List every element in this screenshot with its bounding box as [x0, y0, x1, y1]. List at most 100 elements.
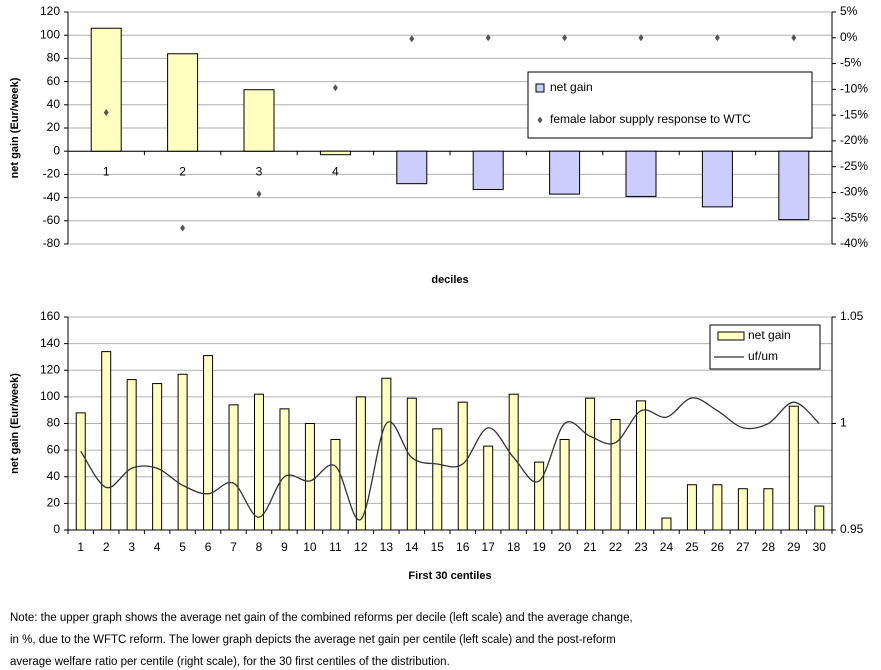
y-tick-label: 20: [47, 496, 61, 510]
marker: [638, 34, 644, 42]
x-tick-label: 21: [583, 540, 597, 554]
x-tick-label: 23: [634, 540, 648, 554]
y-tick-label: 80: [47, 51, 61, 65]
y2-tick-label: 1: [840, 416, 847, 430]
x-tick-label: 28: [762, 540, 776, 554]
x-tick-label: 17: [482, 540, 496, 554]
y-tick-label: -80: [43, 236, 61, 250]
x-tick-label: 25: [685, 540, 699, 554]
bar: [585, 397, 596, 531]
note-line: Note: the upper graph shows the average …: [10, 612, 633, 624]
x-tick-label: 12: [354, 540, 368, 554]
x-tick-label: 13: [380, 540, 394, 554]
bar: [701, 150, 733, 208]
bar: [712, 484, 723, 531]
marker: [180, 224, 186, 232]
bar: [625, 150, 657, 197]
legend-swatch: [535, 83, 545, 93]
bar: [90, 27, 122, 152]
x-tick-label: 19: [532, 540, 546, 554]
x-axis-title: deciles: [431, 274, 468, 286]
x-tick-label: 15: [431, 540, 445, 554]
bar: [126, 379, 137, 531]
x-tick-label: 14: [405, 540, 419, 554]
x-tick-label: 4: [332, 164, 339, 178]
x-tick-label: 18: [507, 540, 521, 554]
y-axis-title: net gain (Eur/week): [9, 77, 21, 178]
x-tick-label: 6: [205, 540, 212, 554]
legend-label: female labor supply response to WTC: [550, 112, 751, 126]
y2-tick-label: -15%: [840, 107, 868, 121]
y2-tick-label: -20%: [840, 133, 868, 147]
bar: [686, 484, 697, 531]
bar: [763, 488, 774, 531]
y-tick-label: 100: [40, 389, 60, 403]
bar: [534, 461, 545, 531]
x-tick-label: 3: [128, 540, 135, 554]
y-tick-label: -60: [43, 213, 61, 227]
y2-tick-label: 0%: [840, 30, 858, 44]
x-tick-label: 20: [558, 540, 572, 554]
x-tick-label: 26: [711, 540, 725, 554]
x-axis-title: First 30 centiles: [408, 570, 491, 582]
marker: [485, 34, 491, 42]
bar: [778, 150, 810, 221]
x-tick-label: 2: [179, 164, 186, 178]
x-tick-label: 4: [154, 540, 161, 554]
bar: [319, 150, 351, 156]
bar: [304, 423, 315, 531]
note-line: average welfare ratio per centile (right…: [10, 656, 450, 668]
bar: [483, 445, 494, 531]
x-tick-label: 24: [660, 540, 674, 554]
bar: [101, 351, 112, 531]
marker: [409, 35, 415, 43]
y-tick-label: 0: [53, 143, 60, 157]
bar: [432, 428, 443, 531]
bar: [279, 408, 290, 531]
legend-box: [527, 71, 813, 139]
x-tick-label: 10: [303, 540, 317, 554]
bar: [177, 373, 188, 531]
bar: [75, 412, 86, 531]
bar: [610, 419, 621, 531]
x-tick-label: 9: [281, 540, 288, 554]
marker: [256, 190, 262, 198]
bar: [396, 150, 428, 185]
bar: [814, 505, 825, 531]
bar: [203, 355, 214, 531]
note-line: in %, due to the WFTC reform. The lower …: [10, 634, 616, 646]
x-tick-label: 7: [230, 540, 237, 554]
line: [80, 397, 820, 521]
legend-label: net gain: [550, 80, 593, 94]
bar: [228, 404, 239, 531]
y-tick-label: 140: [40, 336, 60, 350]
y-tick-label: -20: [43, 167, 61, 181]
marker: [332, 84, 338, 92]
y2-tick-label: 1.05: [840, 309, 864, 323]
x-tick-label: 5: [179, 540, 186, 554]
x-tick-label: 27: [736, 540, 750, 554]
bar: [549, 150, 581, 195]
marker: [562, 34, 568, 42]
legend-label: uf/um: [748, 349, 778, 363]
y-tick-label: 120: [40, 362, 60, 376]
y2-tick-label: -10%: [840, 82, 868, 96]
y2-tick-label: -25%: [840, 159, 868, 173]
y2-tick-label: 0.95: [840, 522, 864, 536]
y-tick-label: 60: [47, 74, 61, 88]
x-tick-label: 1: [103, 164, 110, 178]
y2-tick-label: 5%: [840, 4, 858, 18]
y-tick-label: 80: [47, 416, 61, 430]
bar: [737, 488, 748, 531]
y-tick-label: 0: [53, 522, 60, 536]
bar: [406, 397, 417, 531]
y-tick-label: 160: [40, 309, 60, 323]
x-tick-label: 16: [456, 540, 470, 554]
legend-swatch: [717, 331, 745, 341]
bar: [167, 53, 199, 152]
bar: [330, 438, 341, 531]
bar: [636, 400, 646, 531]
y2-tick-label: -40%: [840, 236, 868, 250]
